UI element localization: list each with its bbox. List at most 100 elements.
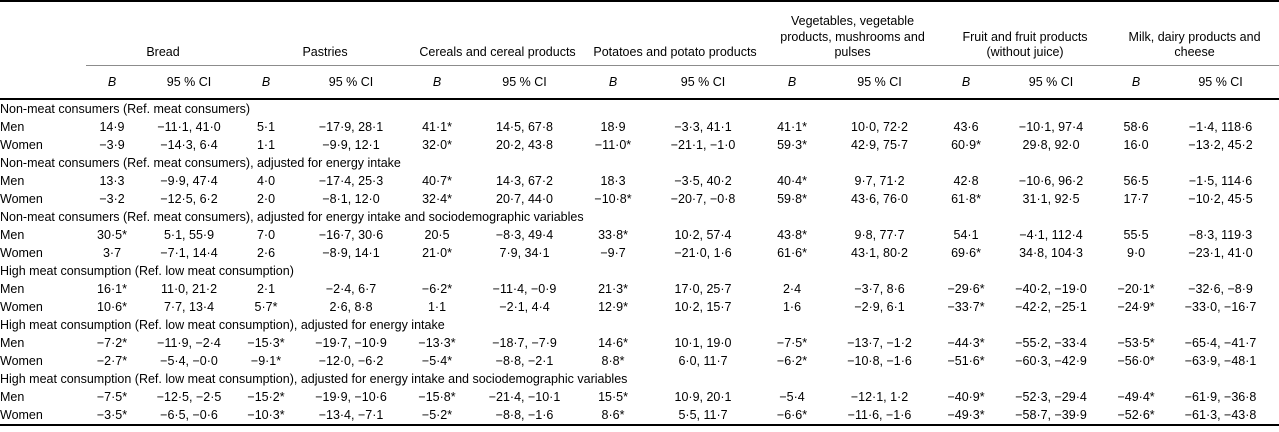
ci-value: −21·0, 1·6 xyxy=(674,246,732,260)
ci-value: 14·5, 67·8 xyxy=(496,120,553,134)
b-value: 18·9 xyxy=(600,120,626,134)
row-label: Women xyxy=(0,354,43,368)
ci-value: −8·8, −2·1 xyxy=(495,354,554,368)
column-group-label: Milk, dairy products and cheese xyxy=(1110,30,1279,66)
b-value: −15·3* xyxy=(247,336,285,350)
ci-value: −12·1, 1·2 xyxy=(850,390,909,404)
ci-value: −8·1, 12·0 xyxy=(322,192,380,206)
b-value: 1·6 xyxy=(782,300,802,314)
table-row: Men 16·1* 11·0, 21·2 2·1 −2·4, 6·7 −6·2* −11·4… xyxy=(0,280,1279,298)
b-column-header: B xyxy=(410,66,465,100)
b-value: 10·6* xyxy=(97,300,127,314)
ci-value: 5·1, 55·9 xyxy=(163,228,215,242)
ci-value: −23·1, 41·0 xyxy=(1188,246,1253,260)
b-value: 2·4 xyxy=(782,282,802,296)
ci-value: −19·9, −10·6 xyxy=(315,390,387,404)
ci-value: 42·9, 75·7 xyxy=(851,138,909,152)
ci-value: −11·9, −2·4 xyxy=(157,336,221,350)
table-row: Men −7·5* −12·5, −2·5 −15·2* −19·9, −10·6 −15… xyxy=(0,388,1279,406)
table-row: Men 14·9 −11·1, 41·0 5·1 −17·9, 28·1 41·1* 14·… xyxy=(0,118,1279,136)
column-group-label: Fruit and fruit products (without juice) xyxy=(940,30,1111,66)
ci-value: 10·2, 15·7 xyxy=(674,300,732,314)
ci-value: −10·1, 97·4 xyxy=(1018,120,1084,134)
table-body: Non-meat consumers (Ref. meat consumers)… xyxy=(0,99,1279,425)
ci-value: −21·1, −1·0 xyxy=(670,138,736,152)
ci-value: −13·2, 45·2 xyxy=(1188,138,1253,152)
b-value: −10·8* xyxy=(594,192,632,206)
b-value: 16·1* xyxy=(97,282,127,296)
b-value: −15·8* xyxy=(418,390,456,404)
column-group-header: Vegetables, vegetable products, mushroom… xyxy=(765,1,941,66)
section-header-row: High meat consumption (Ref. low meat con… xyxy=(0,370,1279,388)
b-value: −40·9* xyxy=(947,390,985,404)
ci-value: −11·4, −0·9 xyxy=(492,282,557,296)
b-value: 59·3* xyxy=(777,138,807,152)
b-value: 40·7* xyxy=(422,174,452,188)
ci-value: −2·1, 4·4 xyxy=(499,300,550,314)
b-value: 14·9 xyxy=(99,120,125,134)
ci-value: −4·1, 112·4 xyxy=(1019,228,1083,242)
ci-value: −8·8, −1·6 xyxy=(495,408,554,422)
b-value: 69·6* xyxy=(951,246,981,260)
column-group-header: Cereals and cereal products xyxy=(410,1,586,66)
ci-value: −9·9, 47·4 xyxy=(160,174,218,188)
b-column-header-label: B xyxy=(961,75,971,89)
b-value: 5·1 xyxy=(256,120,276,134)
section-header-row: Non-meat consumers (Ref. meat consumers)… xyxy=(0,208,1279,226)
section-header: Non-meat consumers (Ref. meat consumers) xyxy=(0,102,251,116)
b-value: −13·3* xyxy=(418,336,456,350)
b-value: 2·1 xyxy=(256,282,276,296)
section-header: High meat consumption (Ref. low meat con… xyxy=(0,372,628,386)
b-value: 1·1 xyxy=(256,138,276,152)
ci-value: −16·7, 30·6 xyxy=(318,228,384,242)
row-label: Women xyxy=(0,138,43,152)
ci-value: −65·4, −41·7 xyxy=(1184,336,1257,350)
ci-value: −1·5, 114·6 xyxy=(1188,174,1253,188)
ci-value: 43·1, 80·2 xyxy=(851,246,909,260)
b-value: −11·0* xyxy=(594,138,632,152)
b-value: −51·6* xyxy=(947,354,985,368)
b-value: 42·8 xyxy=(953,174,979,188)
b-value: −15·2* xyxy=(247,390,285,404)
b-value: 33·8* xyxy=(598,228,628,242)
b-value: −33·7* xyxy=(947,300,985,314)
b-value: −49·4* xyxy=(1117,390,1155,404)
b-value: −3·5* xyxy=(96,408,128,422)
ci-column-header: 95 % CI xyxy=(641,66,766,100)
b-value: 8·8* xyxy=(601,354,625,368)
b-value: 2·0 xyxy=(256,192,276,206)
b-value: −6·2* xyxy=(421,282,453,296)
b-column-header-label: B xyxy=(1131,75,1141,89)
ci-value: 14·3, 67·2 xyxy=(496,174,553,188)
b-value: 1·1 xyxy=(427,300,447,314)
b-value: 4·0 xyxy=(256,174,276,188)
ci-value: −12·5, −2·5 xyxy=(156,390,222,404)
b-value: 13·3 xyxy=(99,174,125,188)
ci-value: −10·6, 96·2 xyxy=(1018,174,1084,188)
b-value: −49·3* xyxy=(947,408,985,422)
b-value: 3·7 xyxy=(102,246,122,260)
b-value: 8·6* xyxy=(601,408,625,422)
b-value: 16·0 xyxy=(1123,138,1149,152)
ci-value: −55·2, −33·4 xyxy=(1015,336,1087,350)
b-column-header: B xyxy=(765,66,820,100)
ci-value: 9·7, 71·2 xyxy=(854,174,905,188)
b-value: −9·1* xyxy=(250,354,282,368)
ci-value: −12·5, 6·2 xyxy=(160,192,218,206)
row-label: Women xyxy=(0,246,43,260)
ci-value: −8·3, 49·4 xyxy=(495,228,554,242)
ci-value: −32·6, −8·9 xyxy=(1188,282,1253,296)
table-row: Men −7·2* −11·9, −2·4 −15·3* −19·7, −10·9 −13… xyxy=(0,334,1279,352)
b-value: 32·4* xyxy=(422,192,452,206)
b-value: −56·0* xyxy=(1117,354,1155,368)
column-group-label: Cereals and cereal products xyxy=(410,45,586,66)
ci-value: −3·7, 8·6 xyxy=(854,282,905,296)
b-column-header-label: B xyxy=(787,75,797,89)
column-group-label: Pastries xyxy=(240,45,411,66)
ci-column-header: 95 % CI xyxy=(138,66,241,100)
b-value: 14·6* xyxy=(598,336,628,350)
ci-value: 10·9, 20·1 xyxy=(674,390,732,404)
b-value: −5·2* xyxy=(421,408,453,422)
b-value: 7·0 xyxy=(256,228,276,242)
